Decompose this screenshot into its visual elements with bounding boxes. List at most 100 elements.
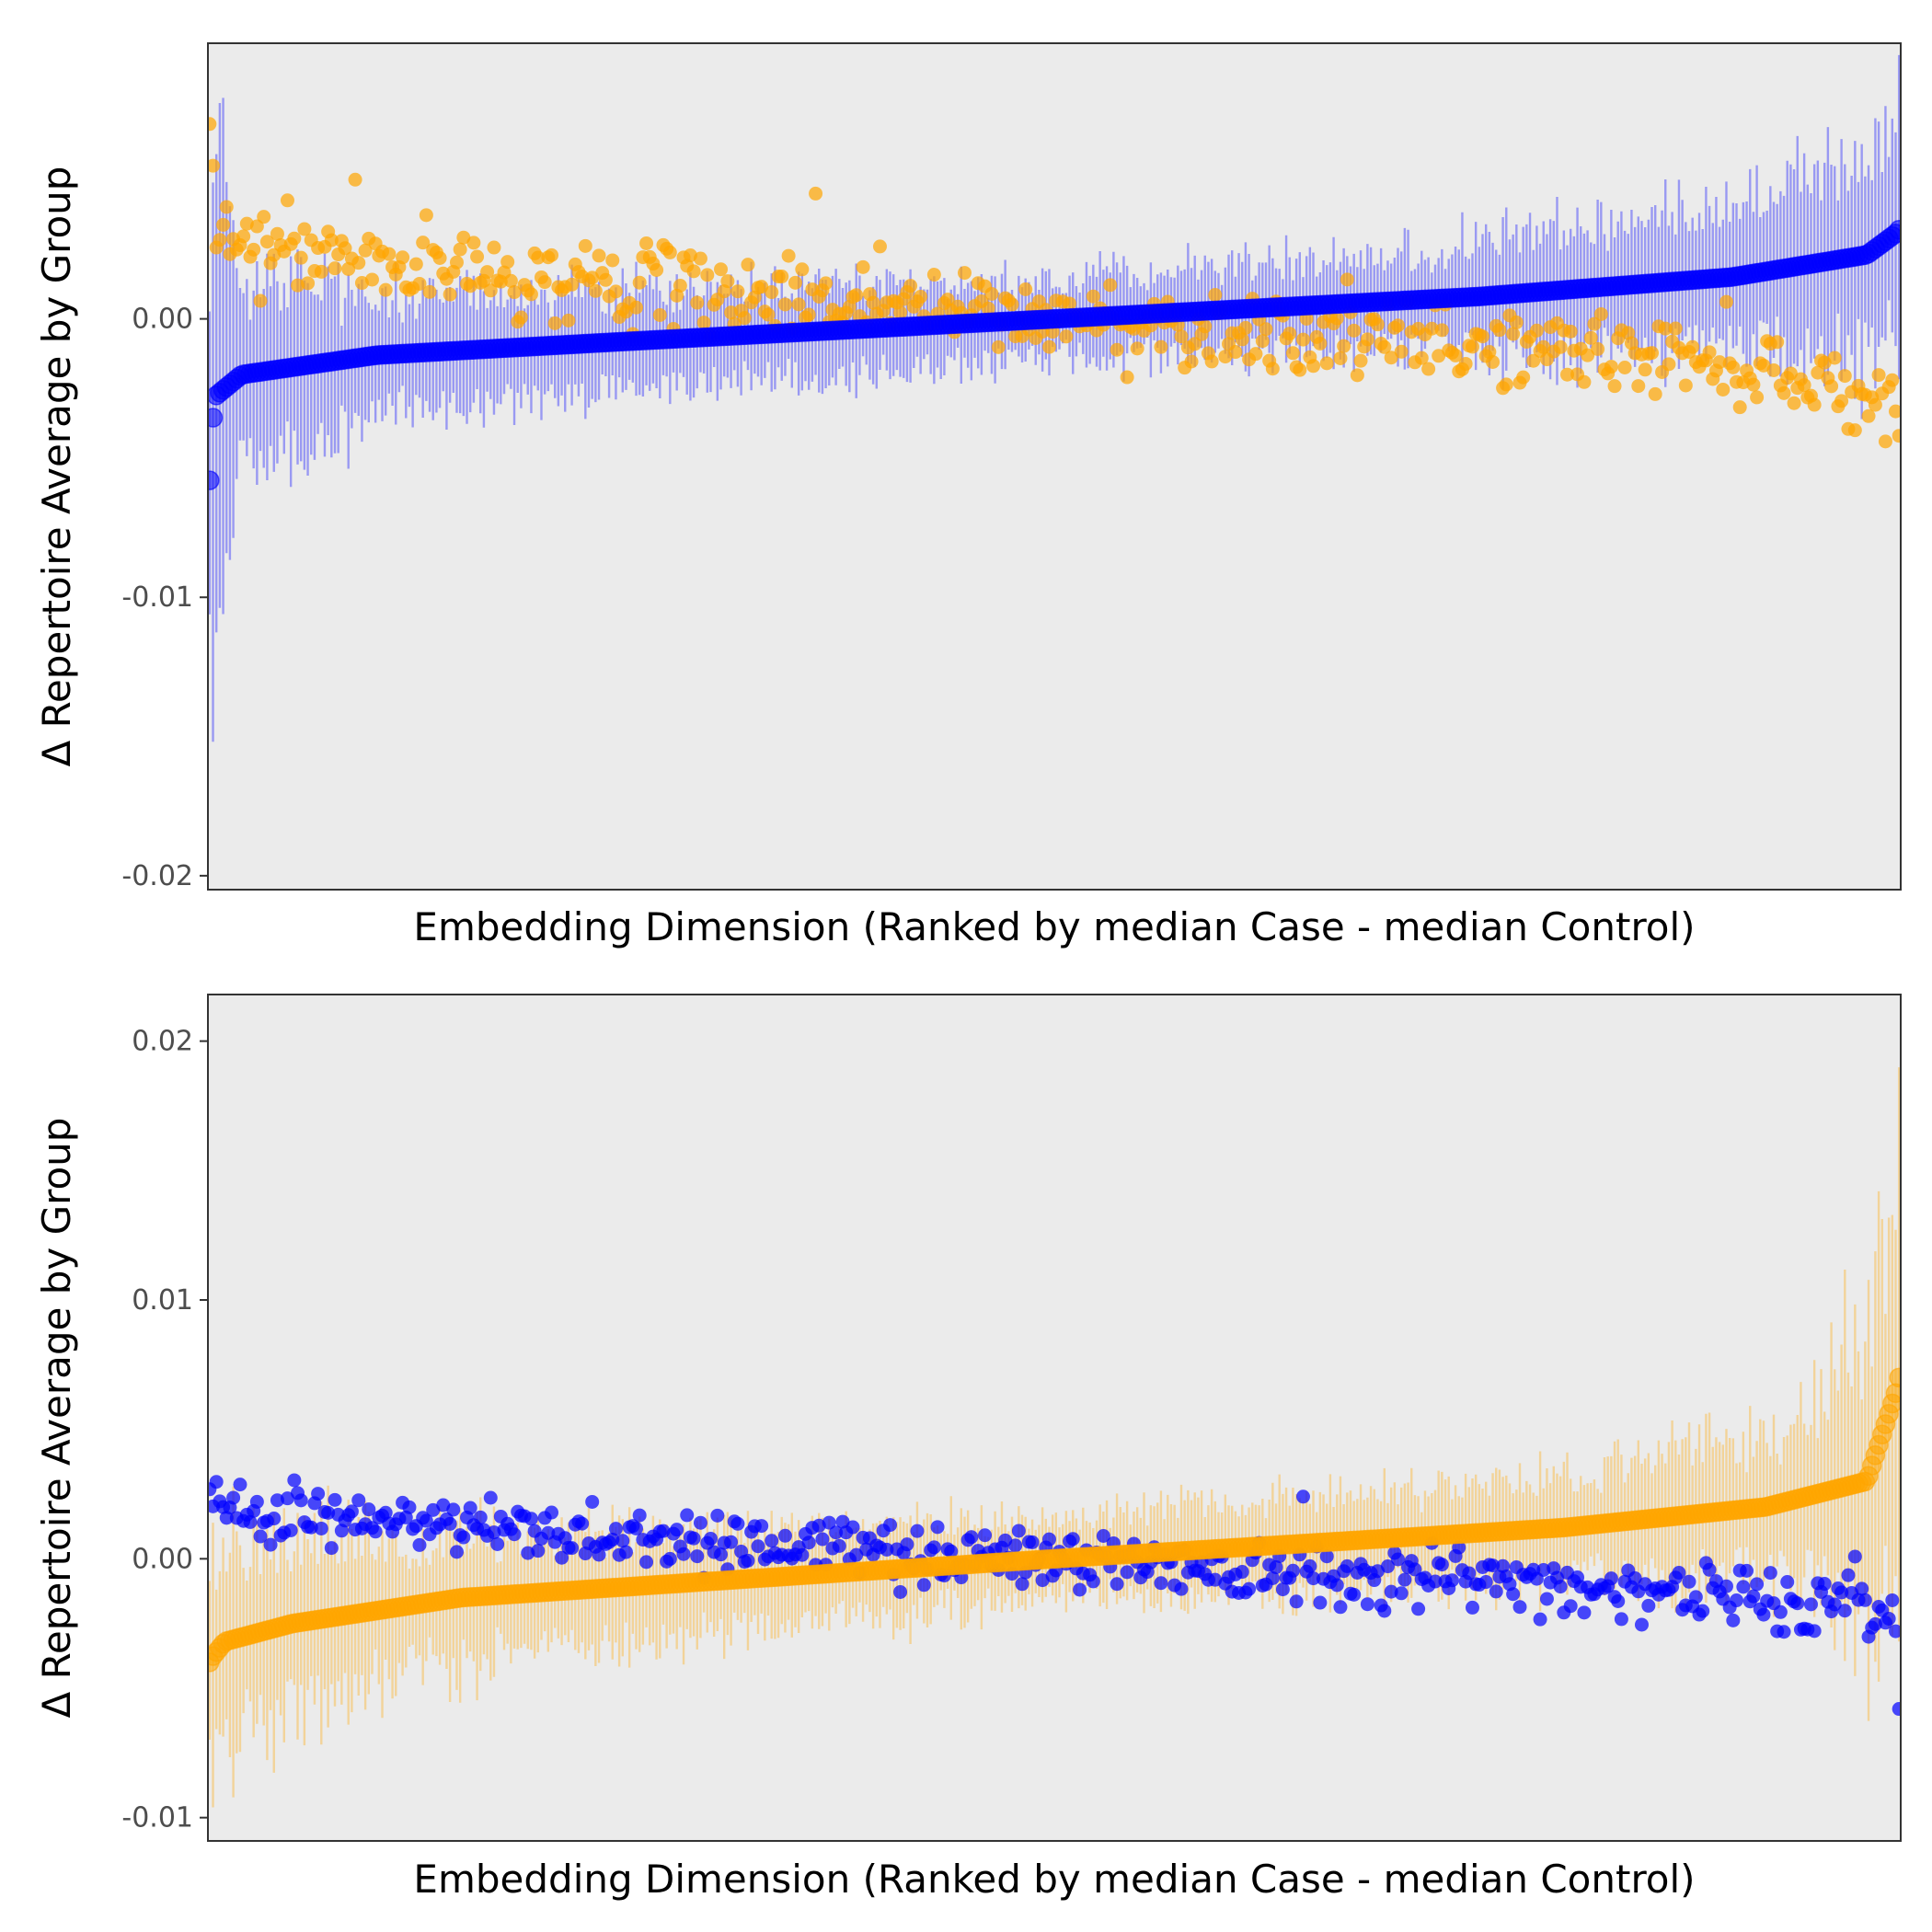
data-point bbox=[1878, 434, 1892, 449]
data-point bbox=[523, 287, 538, 302]
data-point bbox=[1746, 1589, 1761, 1604]
data-point bbox=[1377, 339, 1392, 354]
data-point bbox=[662, 1551, 677, 1566]
data-point bbox=[1509, 315, 1524, 329]
data-point bbox=[507, 285, 522, 300]
data-point bbox=[662, 245, 677, 259]
y-tick-label: 0.01 bbox=[132, 1284, 193, 1317]
x-axis-title: Embedding Dimension (Ranked by median Ca… bbox=[413, 1857, 1695, 1902]
data-point bbox=[608, 1522, 623, 1536]
data-point bbox=[1174, 1581, 1189, 1596]
data-point bbox=[883, 1518, 898, 1533]
data-point bbox=[777, 297, 792, 312]
data-point bbox=[984, 286, 999, 301]
data-point bbox=[639, 1555, 654, 1570]
data-point bbox=[1259, 322, 1273, 337]
data-point bbox=[632, 1508, 647, 1523]
data-point bbox=[1408, 1562, 1422, 1577]
data-point bbox=[565, 277, 580, 292]
data-point bbox=[1235, 1565, 1249, 1580]
data-point bbox=[1444, 1573, 1459, 1588]
data-point bbox=[1421, 362, 1436, 376]
data-point bbox=[1063, 296, 1077, 311]
data-point bbox=[1766, 362, 1781, 377]
data-point bbox=[693, 251, 707, 266]
data-point bbox=[412, 1537, 427, 1552]
data-point bbox=[1506, 327, 1521, 341]
plot-background bbox=[208, 43, 1901, 890]
data-point bbox=[364, 272, 379, 287]
data-point bbox=[765, 1534, 779, 1548]
data-point bbox=[795, 1547, 810, 1562]
data-point bbox=[1506, 1587, 1521, 1602]
data-point bbox=[1295, 1489, 1310, 1504]
data-point bbox=[629, 1521, 644, 1535]
data-point bbox=[1235, 332, 1249, 347]
data-point bbox=[1478, 1575, 1493, 1590]
data-point bbox=[263, 1537, 278, 1552]
data-point bbox=[605, 253, 620, 268]
data-point bbox=[422, 284, 437, 299]
data-point bbox=[1499, 377, 1513, 392]
data-point bbox=[555, 1550, 569, 1565]
data-point bbox=[1539, 1592, 1554, 1606]
data-point bbox=[615, 1534, 630, 1548]
data-point bbox=[416, 236, 431, 250]
data-point bbox=[1672, 1565, 1686, 1580]
data-point bbox=[1827, 1597, 1842, 1612]
data-point bbox=[880, 1542, 894, 1557]
data-point bbox=[1041, 1532, 1056, 1547]
data-point bbox=[453, 242, 467, 257]
data-point bbox=[1465, 339, 1479, 354]
data-point bbox=[402, 1500, 417, 1514]
data-point bbox=[236, 229, 251, 244]
data-point bbox=[781, 248, 796, 263]
data-point bbox=[998, 1533, 1013, 1547]
data-point bbox=[1086, 1574, 1100, 1589]
data-point bbox=[362, 1502, 376, 1517]
panel-border bbox=[207, 994, 1902, 1842]
data-point bbox=[795, 262, 810, 277]
data-point bbox=[1847, 423, 1862, 438]
data-point bbox=[419, 208, 433, 223]
data-point bbox=[1340, 272, 1354, 287]
data-point bbox=[216, 217, 231, 232]
data-point bbox=[845, 1520, 860, 1535]
data-point bbox=[1719, 1579, 1733, 1593]
bottom-panel: 0.02 0.01 0.00 -0.01 Embedding Dimension (Ra… bbox=[34, 994, 1902, 1902]
data-point bbox=[1394, 344, 1409, 359]
data-point bbox=[1807, 397, 1822, 412]
data-point bbox=[1269, 1560, 1283, 1575]
data-point bbox=[297, 222, 312, 236]
data-point bbox=[670, 1523, 684, 1537]
data-point bbox=[1577, 1605, 1592, 1620]
data-point bbox=[893, 305, 908, 320]
data-point bbox=[1319, 1549, 1334, 1564]
data-point bbox=[1353, 353, 1368, 368]
data-point bbox=[209, 1475, 224, 1489]
data-point bbox=[1581, 348, 1595, 362]
data-point bbox=[1668, 321, 1683, 336]
data-point bbox=[1516, 370, 1531, 385]
data-point bbox=[1512, 1600, 1527, 1615]
data-point bbox=[1777, 1625, 1791, 1639]
data-point bbox=[483, 1490, 498, 1505]
data-point bbox=[1340, 1558, 1354, 1573]
data-point bbox=[650, 262, 664, 277]
data-point bbox=[849, 1547, 864, 1562]
data-point bbox=[872, 239, 887, 254]
data-point bbox=[930, 1520, 945, 1535]
data-point bbox=[1688, 1590, 1703, 1604]
y-tick-label: -0.02 bbox=[121, 860, 193, 892]
data-point bbox=[470, 249, 485, 264]
data-point bbox=[1888, 1624, 1901, 1639]
data-point bbox=[815, 1532, 830, 1547]
data-point bbox=[585, 1494, 600, 1509]
data-point bbox=[368, 1524, 383, 1539]
data-point bbox=[463, 1501, 477, 1515]
data-point bbox=[259, 235, 274, 249]
data-point bbox=[673, 279, 687, 293]
data-point bbox=[608, 284, 623, 299]
data-point bbox=[690, 295, 705, 310]
data-point bbox=[341, 261, 356, 276]
